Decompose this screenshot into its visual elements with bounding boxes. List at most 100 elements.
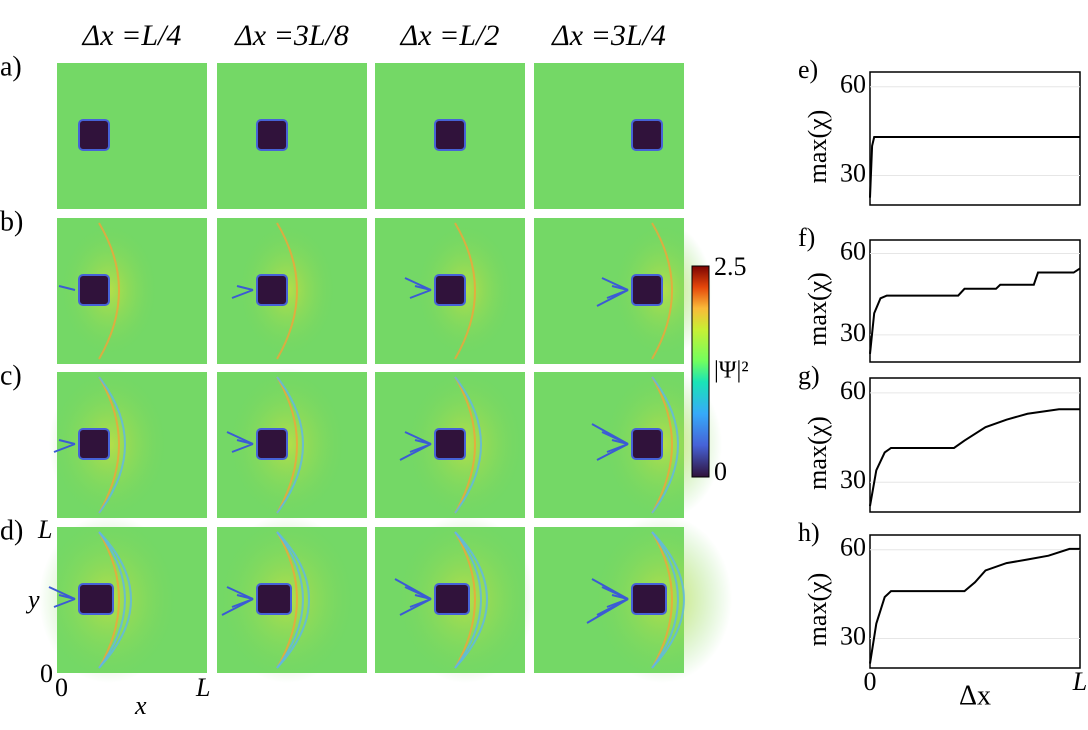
field-map xyxy=(39,515,207,683)
vortex-streak xyxy=(231,443,254,453)
map-ylabel: y xyxy=(25,585,40,614)
vortex-streak xyxy=(221,598,254,616)
wave-front xyxy=(276,531,310,669)
y-axis-label: max(χ) xyxy=(803,416,832,490)
colorbar-tick-label: 0 xyxy=(714,457,727,486)
x-axis-label: Δx xyxy=(959,680,991,711)
vortex-streak xyxy=(591,423,629,445)
column-title: Δx =L/4 xyxy=(82,19,182,52)
obstacle xyxy=(631,583,667,615)
y-tick-label: 60 xyxy=(840,237,866,266)
y-tick-label: 30 xyxy=(840,621,866,650)
field-map xyxy=(375,368,525,520)
obstacle xyxy=(256,583,292,615)
wave-front xyxy=(651,222,673,360)
map-y-bottom: 0 xyxy=(40,659,53,688)
plot-frame xyxy=(869,377,1081,513)
y-tick-label: 60 xyxy=(840,376,866,405)
wave-front xyxy=(276,531,298,669)
row-label: a) xyxy=(0,51,22,82)
column-title: Δx =3L/8 xyxy=(234,19,349,52)
field-map xyxy=(217,218,367,364)
vortex-streak xyxy=(596,443,629,461)
map-x-right: L xyxy=(195,673,210,702)
wave-front xyxy=(454,531,476,669)
panel-label: h) xyxy=(798,518,820,547)
vortex-streak xyxy=(394,578,432,600)
y-axis-label: max(χ) xyxy=(803,110,832,184)
vortex-streak xyxy=(404,431,432,445)
data-line xyxy=(869,408,1080,507)
vortex-streak xyxy=(399,598,432,616)
vortex-streak xyxy=(404,277,432,291)
vortex-streak xyxy=(226,586,254,600)
field-map xyxy=(534,218,712,364)
vortex-streak xyxy=(409,289,432,299)
vortex-streak xyxy=(236,285,254,291)
vortex-streak xyxy=(596,289,629,307)
wave-front xyxy=(276,376,304,514)
obstacle xyxy=(78,428,110,460)
wave-front xyxy=(98,376,126,514)
obstacle xyxy=(78,119,110,151)
vortex-streak xyxy=(231,289,254,299)
panel-label: g) xyxy=(798,361,820,390)
obstacle xyxy=(256,119,288,151)
x-tick-label: L xyxy=(1072,667,1087,696)
panel-label: f) xyxy=(798,223,815,252)
vortex-streak xyxy=(586,598,629,624)
data-line xyxy=(869,547,1080,664)
y-axis-label: max(χ) xyxy=(803,573,832,647)
obstacle xyxy=(78,583,114,615)
y-tick-label: 30 xyxy=(840,465,866,494)
obstacle xyxy=(434,428,466,460)
y-tick-label: 60 xyxy=(840,533,866,562)
field-map xyxy=(217,368,367,520)
wave-front xyxy=(276,531,304,669)
vortex-streak xyxy=(591,578,629,600)
column-title: Δx =3L/4 xyxy=(551,19,666,52)
wave-front xyxy=(454,531,482,669)
wave-front xyxy=(454,376,476,514)
wave-front xyxy=(651,531,685,669)
wave-front xyxy=(276,222,298,360)
obstacle xyxy=(631,274,663,306)
obstacle xyxy=(256,428,288,460)
wave-front xyxy=(454,376,482,514)
field-map xyxy=(217,515,367,683)
column-title: Δx =L/2 xyxy=(400,19,500,52)
row-label: c) xyxy=(0,360,22,391)
panel-label: e) xyxy=(798,55,818,84)
y-axis-label: max(χ) xyxy=(803,272,832,346)
wave-front xyxy=(651,376,673,514)
plot-frame xyxy=(869,71,1081,206)
row-label: d) xyxy=(0,515,23,546)
y-tick-label: 30 xyxy=(840,318,866,347)
data-line xyxy=(869,267,1081,354)
field-map xyxy=(534,515,732,683)
obstacle xyxy=(631,119,663,151)
vortex-streak xyxy=(58,285,76,291)
vortex-streak xyxy=(58,439,76,445)
field-map xyxy=(534,63,684,209)
colorbar-label: |Ψ|² xyxy=(714,358,749,384)
field-map xyxy=(375,515,535,683)
field-map xyxy=(217,63,367,209)
vortex-streak xyxy=(399,443,432,461)
colorbar xyxy=(691,265,710,478)
wave-front xyxy=(651,531,673,669)
wave-front xyxy=(276,376,298,514)
wave-front xyxy=(454,222,476,360)
map-background xyxy=(217,63,367,209)
field-map xyxy=(57,63,207,209)
field-map xyxy=(49,368,207,520)
obstacle xyxy=(434,119,466,151)
plot-frame xyxy=(869,239,1081,363)
data-line xyxy=(869,136,1080,198)
wave-front xyxy=(454,531,488,669)
vortex-streak xyxy=(601,277,629,291)
obstacle xyxy=(256,274,288,306)
x-tick-label: 0 xyxy=(864,667,877,696)
obstacle xyxy=(631,428,663,460)
